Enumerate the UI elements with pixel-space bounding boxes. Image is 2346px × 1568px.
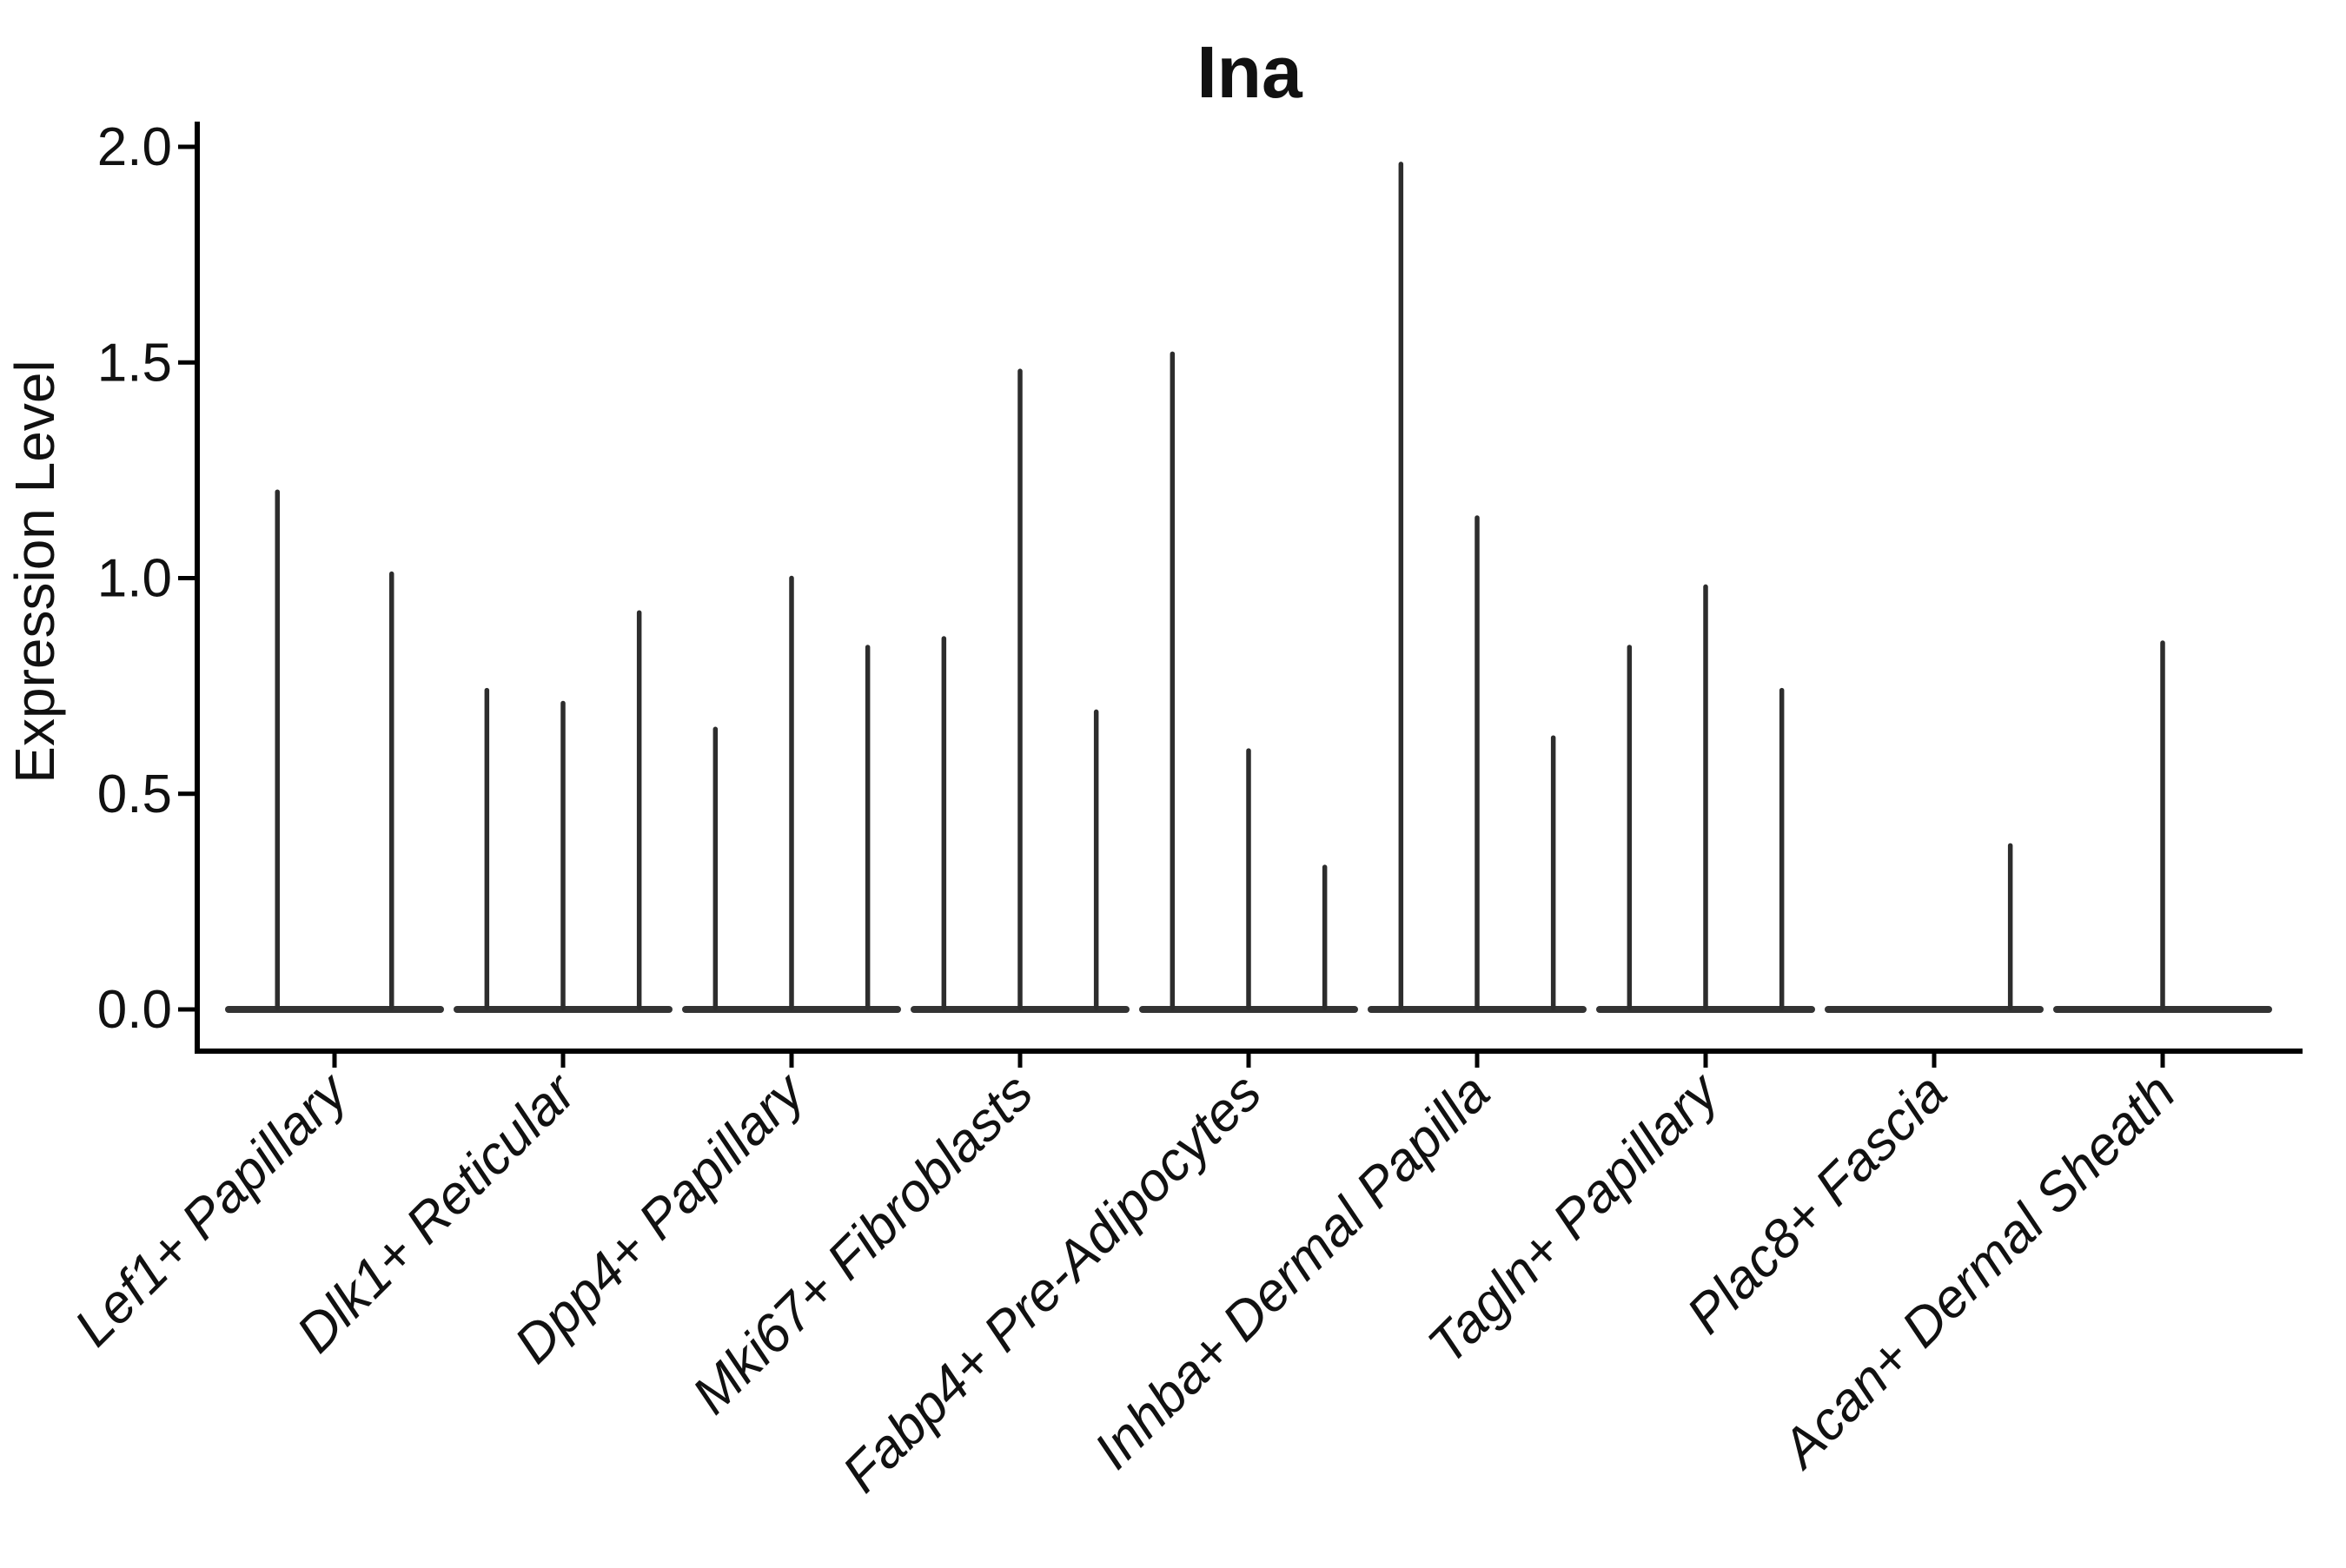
y-tick-label: 2.0 [97, 117, 172, 177]
x-tick-label: Acan+ Dermal Sheath [1768, 1062, 2187, 1481]
y-ticks: 0.0 0.5 1.0 1.5 2.0 [97, 117, 197, 1040]
plot-title: Ina [1196, 31, 1303, 113]
x-tick-label: Fabp4+ Pre-Adipocytes [832, 1062, 1273, 1504]
x-tick-label: Inhba+ Dermal Papilla [1084, 1062, 1501, 1480]
violins [225, 162, 2272, 1013]
y-axis-label: Expression Level [3, 360, 66, 783]
y-tick-label: 0.0 [97, 980, 172, 1040]
x-ticks [332, 1051, 2165, 1068]
y-tick-label: 1.0 [97, 549, 172, 609]
y-tick-label: 0.5 [97, 764, 172, 824]
y-tick-label: 1.5 [97, 333, 172, 393]
